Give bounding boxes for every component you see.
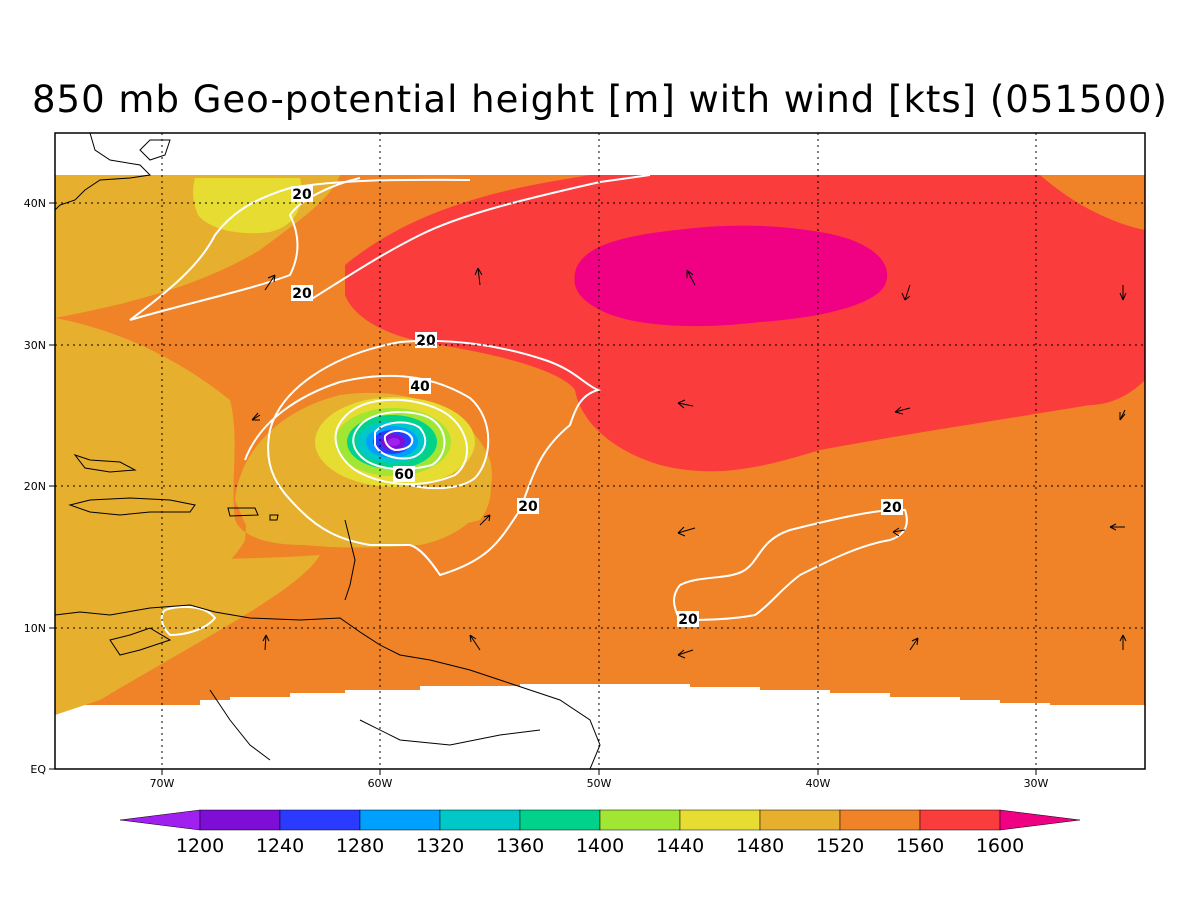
colorbar-label: 1440: [656, 835, 704, 857]
colorbar-label: 1320: [416, 835, 464, 857]
svg-text:40: 40: [410, 379, 430, 395]
colorbar-label: 1360: [496, 835, 544, 857]
field-1200-low: [388, 438, 400, 446]
colorbar-label: 1560: [896, 835, 944, 857]
grid-lines: [55, 133, 1145, 769]
svg-text:20: 20: [882, 500, 902, 516]
contour-label: 20: [517, 498, 539, 515]
lon-tick-label: 50W: [587, 777, 612, 790]
lon-tick-labels: 70W 60W 50W 40W 30W: [150, 777, 1049, 790]
contour-label: 20: [291, 186, 313, 203]
colorbar-swatch: [839, 809, 921, 831]
lon-tick-label: 40W: [806, 777, 831, 790]
map-title: 850 mb Geo-potential height [m] with win…: [32, 78, 1168, 121]
lon-tick-label: 70W: [150, 777, 175, 790]
contour-label: 60: [393, 466, 415, 483]
wind-contours: [129, 174, 908, 637]
colorbar-swatch: [759, 809, 841, 831]
contour-label: 20: [415, 332, 437, 349]
field-1640: [574, 225, 888, 327]
colorbar-swatch: [679, 809, 761, 831]
lat-tick-label: 20N: [24, 480, 46, 493]
colorbar-label: 1280: [336, 835, 384, 857]
colorbar-label: 1240: [256, 835, 304, 857]
colorbar-swatch: [279, 809, 361, 831]
map-frame: [54, 132, 1146, 770]
missing-data-south: [55, 684, 1145, 769]
lon-tick-label: 60W: [368, 777, 393, 790]
svg-text:20: 20: [416, 333, 436, 349]
colorbar-swatch: [519, 809, 601, 831]
contour-labels: 20 20 20 40 60 20: [291, 186, 903, 628]
svg-text:20: 20: [678, 612, 698, 628]
coastlines: [55, 133, 601, 769]
lat-tick-label: EQ: [30, 763, 46, 776]
contour-label: 20: [291, 285, 313, 302]
lon-tick-label: 30W: [1024, 777, 1049, 790]
svg-text:20: 20: [518, 499, 538, 515]
colorbar: 1200 1240 1280 1320 1360 1400 1440 1480 1520 1560…: [119, 809, 1081, 857]
colorbar-arrow-low: [119, 809, 201, 831]
svg-text:20: 20: [292, 286, 312, 302]
colorbar-swatch: [199, 809, 281, 831]
map-plot-area: 20 20 20 40 60 20: [55, 133, 1145, 769]
tick-marks: [49, 202, 1037, 775]
lat-tick-label: 30N: [24, 339, 46, 352]
colorbar-swatch: [359, 809, 441, 831]
contour-label: 20: [677, 611, 699, 628]
colorbar-swatch: [439, 809, 521, 831]
field-1520-southwest: [55, 555, 320, 715]
colorbar-label: 1480: [736, 835, 784, 857]
colorbar-label: 1600: [976, 835, 1024, 857]
lat-tick-label: 40N: [24, 197, 46, 210]
wind-vectors: [251, 267, 1127, 659]
colorbar-arrow-high: [999, 809, 1081, 831]
lat-tick-label: 10N: [24, 622, 46, 635]
svg-text:20: 20: [292, 187, 312, 203]
colorbar-swatch: [599, 809, 681, 831]
colorbar-swatch: [919, 809, 1001, 831]
colorbar-label: 1200: [176, 835, 224, 857]
colorbar-label: 1400: [576, 835, 624, 857]
svg-text:60: 60: [394, 467, 414, 483]
lat-tick-labels: 40N 30N 20N 10N EQ: [24, 197, 47, 776]
colorbar-label: 1520: [816, 835, 864, 857]
contour-label: 40: [409, 378, 431, 395]
contour-label: 20: [881, 499, 903, 516]
